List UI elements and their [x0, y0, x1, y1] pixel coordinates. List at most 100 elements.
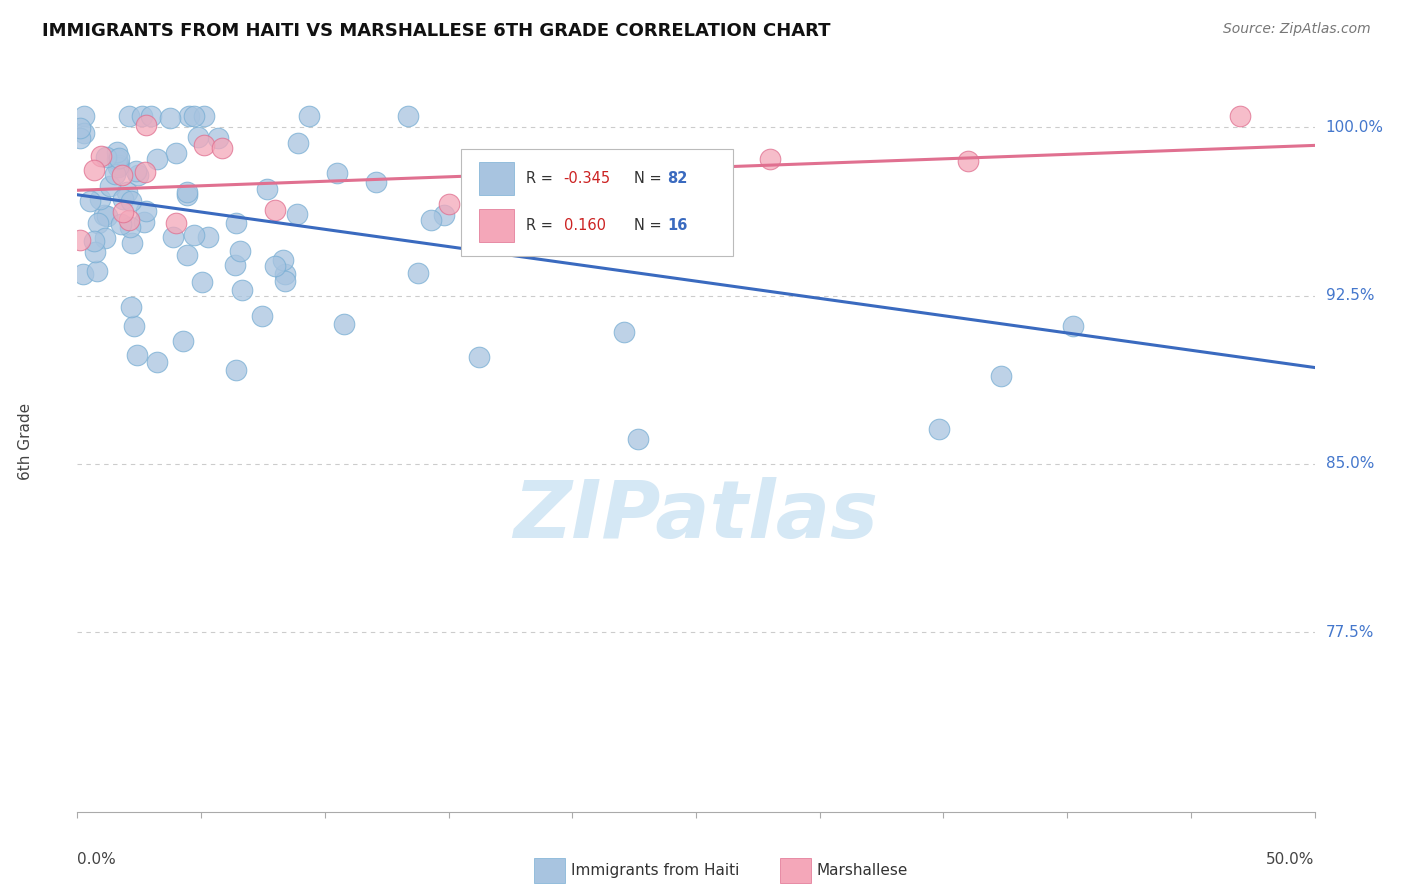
Point: [274, 267, 297, 281]
Point: [197, 230, 219, 244]
Point: [229, 244, 252, 258]
Point: [79, 194, 101, 209]
Text: R =: R =: [526, 171, 558, 186]
Point: [263, 259, 285, 273]
Point: [83, 235, 105, 249]
Point: [287, 136, 309, 151]
Point: [83, 163, 105, 178]
Point: [264, 203, 287, 218]
Point: [69, 121, 91, 136]
Point: [127, 168, 149, 182]
Point: [211, 140, 233, 154]
Point: [118, 219, 141, 234]
Point: [105, 145, 128, 160]
Text: Source: ZipAtlas.com: Source: ZipAtlas.com: [1223, 22, 1371, 37]
Point: [125, 164, 148, 178]
Point: [73, 109, 96, 123]
Point: [112, 205, 135, 219]
Point: [957, 154, 980, 169]
Point: [193, 109, 215, 123]
Point: [990, 369, 1012, 384]
Point: [121, 235, 143, 250]
Text: N =: N =: [634, 171, 666, 186]
Point: [112, 192, 135, 206]
Text: 0.0%: 0.0%: [77, 853, 117, 867]
Text: 16: 16: [668, 218, 688, 233]
Point: [159, 111, 181, 125]
Point: [105, 152, 128, 166]
Point: [183, 227, 205, 242]
Bar: [479, 162, 515, 195]
Point: [298, 109, 321, 123]
Point: [172, 334, 194, 348]
Text: Marshallese: Marshallese: [817, 863, 908, 878]
Point: [256, 182, 278, 196]
Point: [613, 325, 636, 339]
Point: [69, 233, 91, 247]
Point: [108, 151, 131, 165]
Text: IMMIGRANTS FROM HAITI VS MARSHALLESE 6TH GRADE CORRELATION CHART: IMMIGRANTS FROM HAITI VS MARSHALLESE 6TH…: [42, 22, 831, 40]
Point: [207, 131, 229, 145]
Point: [176, 248, 198, 262]
Point: [117, 186, 139, 200]
Text: 0.160: 0.160: [564, 218, 606, 233]
Point: [231, 283, 253, 297]
Point: [186, 130, 208, 145]
Point: [111, 168, 134, 182]
Bar: [479, 209, 515, 242]
Point: [225, 363, 247, 377]
Point: [274, 274, 297, 288]
Text: ZIPatlas: ZIPatlas: [513, 476, 879, 555]
Point: [108, 158, 131, 172]
Point: [110, 217, 132, 231]
Point: [94, 150, 117, 164]
Point: [191, 276, 214, 290]
Text: 50.0%: 50.0%: [1267, 853, 1315, 867]
Text: 82: 82: [668, 171, 688, 186]
Point: [437, 197, 460, 211]
Point: [176, 187, 198, 202]
Point: [96, 209, 118, 223]
Point: [86, 264, 108, 278]
Point: [93, 208, 115, 222]
Point: [165, 216, 187, 230]
Point: [118, 212, 141, 227]
Text: -0.345: -0.345: [564, 171, 610, 186]
Point: [759, 152, 782, 166]
Text: N =: N =: [634, 218, 666, 233]
Point: [134, 165, 156, 179]
Point: [135, 203, 157, 218]
Point: [87, 216, 110, 230]
Point: [104, 168, 127, 182]
Point: [1062, 319, 1084, 334]
Point: [107, 160, 129, 174]
FancyBboxPatch shape: [461, 149, 733, 257]
Point: [408, 266, 430, 280]
Point: [420, 213, 443, 227]
Point: [366, 175, 388, 189]
Point: [127, 348, 149, 362]
Point: [285, 207, 308, 221]
Point: [90, 149, 112, 163]
Point: [83, 245, 105, 260]
Point: [94, 230, 117, 244]
Point: [1229, 109, 1251, 123]
Point: [134, 215, 156, 229]
Text: R =: R =: [526, 218, 562, 233]
Point: [72, 268, 94, 282]
Point: [118, 109, 141, 123]
Point: [120, 301, 142, 315]
Point: [396, 109, 419, 123]
Point: [139, 109, 162, 123]
Point: [468, 350, 491, 364]
Point: [225, 216, 247, 230]
Point: [326, 166, 349, 180]
Point: [131, 109, 153, 123]
Text: 77.5%: 77.5%: [1326, 624, 1374, 640]
Text: 100.0%: 100.0%: [1326, 120, 1384, 135]
Point: [165, 145, 187, 160]
Point: [146, 355, 169, 369]
Point: [69, 131, 91, 145]
Point: [98, 178, 121, 193]
Point: [250, 309, 273, 323]
